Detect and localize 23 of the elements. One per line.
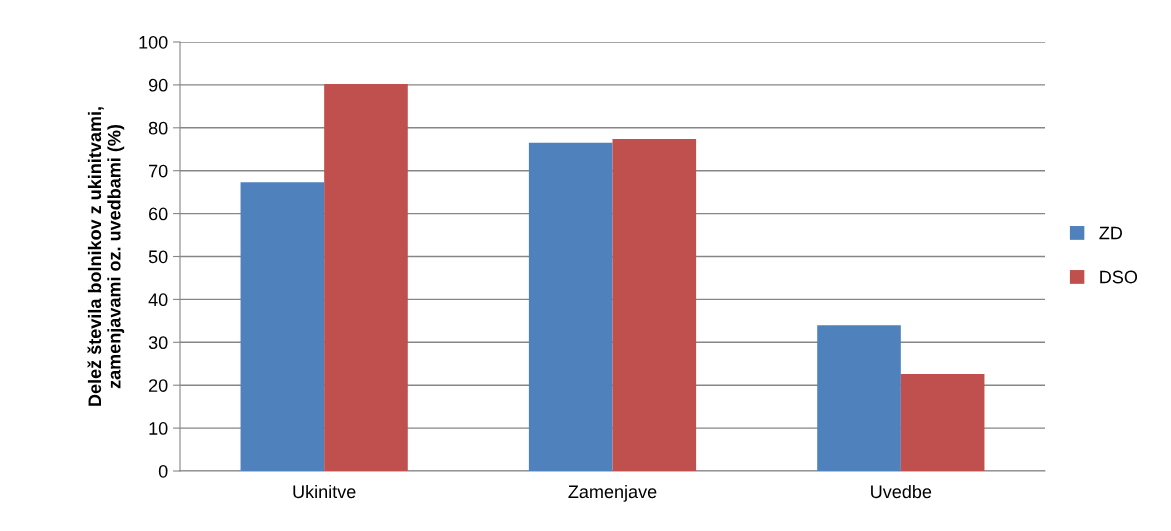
legend-label: ZD bbox=[1099, 226, 1122, 240]
x-tick-label: Ukinitve bbox=[293, 484, 356, 499]
y-tick-label: 20 bbox=[149, 379, 168, 392]
y-tick-label: 60 bbox=[149, 207, 168, 221]
y-tick-label: 80 bbox=[148, 121, 168, 135]
bar bbox=[240, 182, 325, 471]
y-tick-label: 40 bbox=[148, 293, 168, 307]
bar bbox=[324, 84, 408, 471]
legend-label: DSO bbox=[1100, 270, 1138, 284]
bar bbox=[528, 142, 613, 471]
bar bbox=[612, 138, 697, 471]
bar bbox=[900, 374, 985, 471]
y-tick-label: 50 bbox=[148, 250, 168, 264]
bar bbox=[817, 325, 901, 471]
y-tick-label: 0 bbox=[158, 464, 168, 478]
y-tick-label: 100 bbox=[139, 35, 168, 49]
y-tick-label: 10 bbox=[149, 422, 168, 435]
y-tick-label: 30 bbox=[148, 336, 168, 350]
x-tick-label: Uvedbe bbox=[871, 484, 932, 499]
x-tick-label: Zamenjave bbox=[568, 484, 657, 502]
y-tick-label: 90 bbox=[148, 78, 168, 92]
y-axis-title: Delež števila bolnikov z ukinitvami, zamenjavami oz. uvedbami (%) bbox=[87, 107, 125, 406]
y-tick-label: 70 bbox=[149, 164, 168, 178]
